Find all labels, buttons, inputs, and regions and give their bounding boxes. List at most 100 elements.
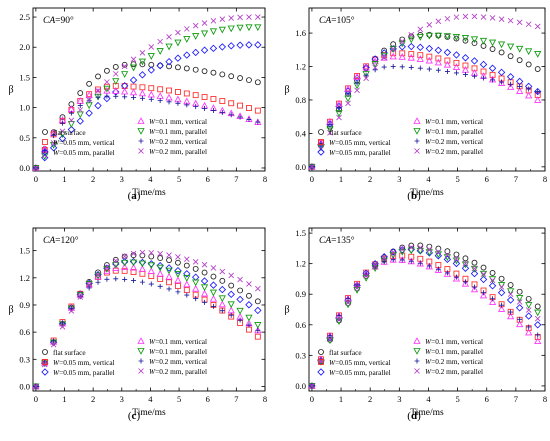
data-point xyxy=(515,304,524,312)
data-point xyxy=(407,36,415,44)
x-tick-label: 6 xyxy=(485,174,489,184)
x-tick-label: 4 xyxy=(148,394,153,404)
legend-label: W=0.05 mm, parallel xyxy=(53,148,115,157)
data-point xyxy=(246,292,252,299)
data-point xyxy=(103,94,111,103)
data-point xyxy=(218,26,226,34)
legend-marker xyxy=(137,337,145,344)
data-point xyxy=(130,56,137,63)
data-point xyxy=(489,269,496,276)
data-point xyxy=(192,66,199,73)
data-point xyxy=(33,165,39,171)
data-point xyxy=(471,13,478,20)
data-point xyxy=(94,101,102,110)
data-point xyxy=(227,301,235,309)
legend-var: W xyxy=(329,148,336,157)
data-point xyxy=(407,42,415,51)
data-point xyxy=(68,308,75,314)
legend-text: flat surface xyxy=(53,348,86,357)
x-tick-label: 5 xyxy=(177,394,181,404)
legend-marker xyxy=(41,148,49,156)
data-point xyxy=(516,295,524,302)
data-point xyxy=(444,252,451,258)
data-point xyxy=(498,284,505,290)
data-point xyxy=(228,282,235,289)
x-tick-label: 0 xyxy=(34,394,38,404)
data-point xyxy=(156,261,164,270)
legend-label: W=0.2 mm, parallel xyxy=(149,367,207,376)
data-point xyxy=(166,34,172,40)
data-point xyxy=(389,52,397,60)
data-point xyxy=(426,243,433,250)
y-axis-label: β xyxy=(284,305,289,316)
data-point xyxy=(525,302,533,309)
data-point xyxy=(121,253,128,260)
data-point xyxy=(246,326,252,333)
x-tick-label: 7 xyxy=(234,394,238,404)
data-point xyxy=(390,249,397,256)
y-tick-label: 0.0 xyxy=(19,381,30,391)
data-point xyxy=(470,269,479,278)
data-point xyxy=(218,300,226,308)
data-point xyxy=(255,14,261,20)
data-point xyxy=(121,87,129,95)
data-point xyxy=(470,265,479,273)
data-point xyxy=(112,71,119,77)
data-point xyxy=(490,296,496,302)
data-point xyxy=(209,289,218,297)
data-point xyxy=(435,18,442,25)
data-point xyxy=(157,98,163,104)
data-point xyxy=(113,93,119,99)
data-point xyxy=(237,75,244,82)
annotation-value: =90° xyxy=(55,15,74,26)
legend-var: W xyxy=(149,337,156,346)
legend-label: W=0.2 mm, vertical xyxy=(149,137,207,146)
data-point xyxy=(507,282,514,288)
legend-marker xyxy=(42,129,48,135)
data-point xyxy=(471,259,478,266)
legend-label: W=0.1 mm, vertical xyxy=(149,117,207,126)
y-tick-label: 1.5 xyxy=(295,228,306,238)
x-tick-label: 5 xyxy=(177,174,181,184)
data-point xyxy=(175,283,181,289)
data-point xyxy=(60,120,66,126)
data-point xyxy=(416,43,424,51)
data-point xyxy=(327,130,333,136)
data-point xyxy=(121,61,128,68)
data-point xyxy=(210,107,216,113)
data-point xyxy=(191,48,200,57)
data-point xyxy=(416,34,424,41)
data-point xyxy=(336,313,342,319)
data-point xyxy=(236,41,244,49)
panel-c: 0 1 2 3 4 5 6 7 8 0.0 0.3 0.6 0.9 1.2 1.5 Time/ms β CA=12… xyxy=(8,227,267,422)
data-point xyxy=(228,73,235,80)
data-point xyxy=(462,279,468,285)
data-point xyxy=(218,295,226,303)
data-point xyxy=(76,111,84,119)
legend-text: =0.1 mm, parallel xyxy=(431,127,483,136)
data-point xyxy=(131,94,137,100)
data-point xyxy=(131,278,137,284)
data-point xyxy=(254,306,262,315)
data-point xyxy=(156,48,164,55)
data-point xyxy=(104,79,110,85)
data-point xyxy=(345,299,351,306)
data-point xyxy=(470,285,479,293)
data-point xyxy=(398,246,406,254)
legend-marker xyxy=(317,368,325,376)
legend-var: W xyxy=(149,127,156,136)
y-tick-label: 0.5 xyxy=(19,133,30,143)
data-point xyxy=(138,58,147,66)
x-tick-label: 3 xyxy=(397,174,401,184)
data-point xyxy=(237,276,243,283)
data-point xyxy=(219,308,225,314)
legend-label: W=0.05 mm, parallel xyxy=(329,368,391,377)
data-point xyxy=(516,19,523,26)
data-point xyxy=(453,274,459,280)
data-points xyxy=(33,14,262,171)
data-point xyxy=(129,259,138,267)
data-points xyxy=(309,13,542,171)
legend-marker xyxy=(414,358,420,364)
data-point xyxy=(399,257,405,263)
